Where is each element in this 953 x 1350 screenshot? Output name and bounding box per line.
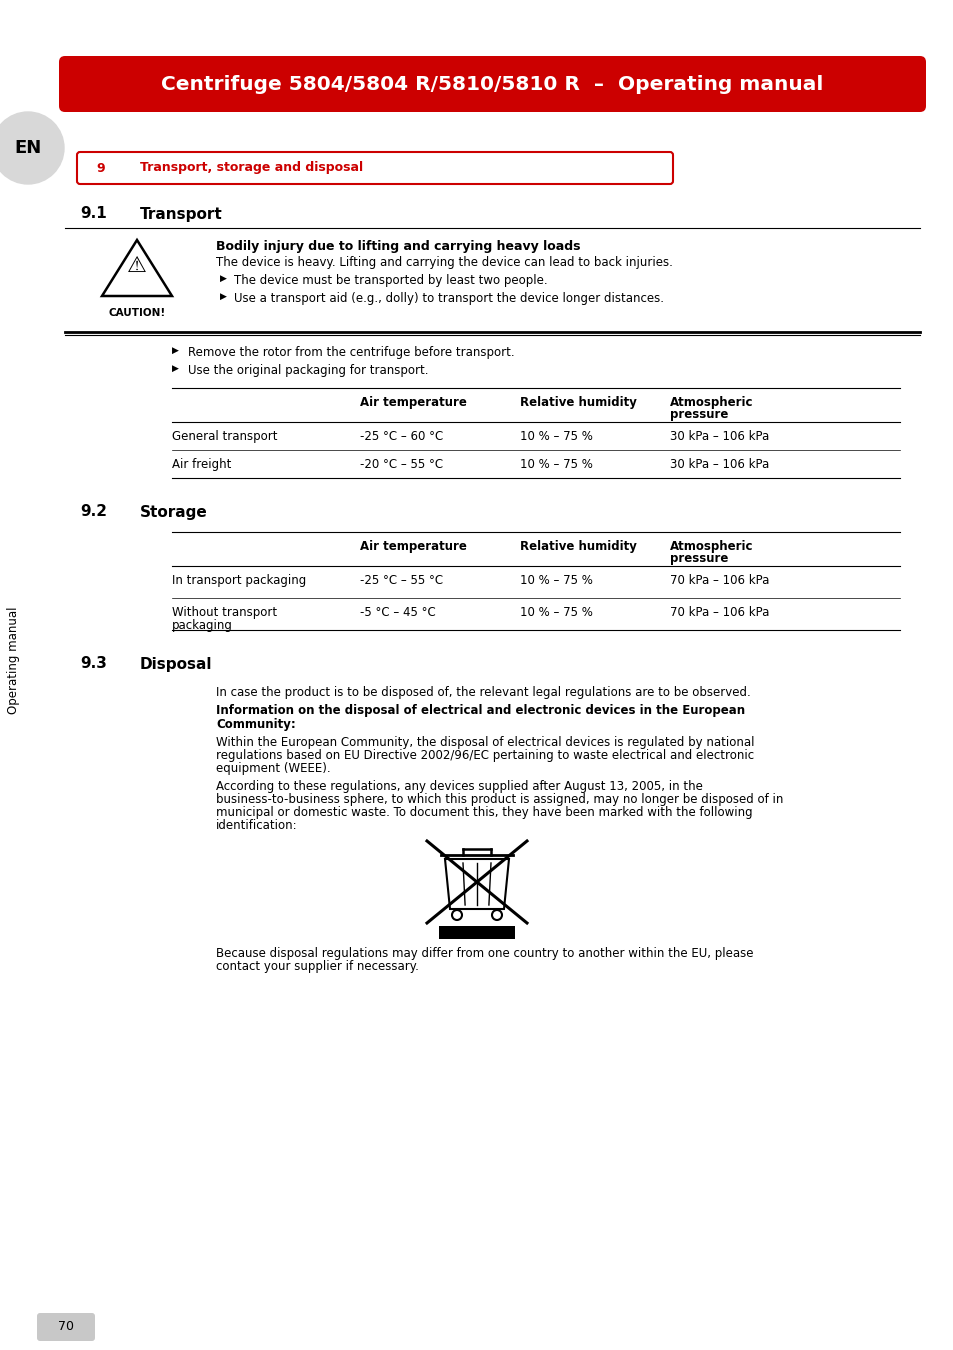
Text: According to these regulations, any devices supplied after August 13, 2005, in t: According to these regulations, any devi…	[215, 780, 702, 792]
Circle shape	[0, 112, 64, 184]
Text: identification:: identification:	[215, 819, 297, 832]
Bar	[438, 926, 515, 940]
Text: Relative humidity: Relative humidity	[519, 540, 637, 553]
Text: EN: EN	[14, 139, 42, 157]
Text: Air freight: Air freight	[172, 458, 232, 471]
Text: -25 °C – 55 °C: -25 °C – 55 °C	[359, 574, 442, 587]
Text: Transport: Transport	[140, 207, 222, 221]
Text: 70: 70	[58, 1320, 74, 1334]
Text: The device must be transported by least two people.: The device must be transported by least …	[233, 274, 547, 288]
Text: 30 kPa – 106 kPa: 30 kPa – 106 kPa	[669, 458, 768, 471]
Text: -5 °C – 45 °C: -5 °C – 45 °C	[359, 606, 436, 620]
Text: 10 % – 75 %: 10 % – 75 %	[519, 606, 592, 620]
Text: In transport packaging: In transport packaging	[172, 574, 306, 587]
Text: Disposal: Disposal	[140, 656, 213, 671]
Text: Information on the disposal of electrical and electronic devices in the European: Information on the disposal of electrica…	[215, 703, 744, 717]
Text: Bodily injury due to lifting and carrying heavy loads: Bodily injury due to lifting and carryin…	[215, 240, 579, 252]
Text: 10 % – 75 %: 10 % – 75 %	[519, 431, 592, 443]
Text: equipment (WEEE).: equipment (WEEE).	[215, 761, 331, 775]
Text: 9: 9	[96, 162, 105, 174]
Text: Atmospheric: Atmospheric	[669, 396, 753, 409]
Text: pressure: pressure	[669, 552, 727, 566]
Text: Without transport: Without transport	[172, 606, 276, 620]
Text: Because disposal regulations may differ from one country to another within the E: Because disposal regulations may differ …	[215, 946, 753, 960]
Text: 70 kPa – 106 kPa: 70 kPa – 106 kPa	[669, 574, 768, 587]
Text: Use the original packaging for transport.: Use the original packaging for transport…	[188, 364, 428, 377]
Text: contact your supplier if necessary.: contact your supplier if necessary.	[215, 960, 418, 973]
Text: ▶: ▶	[172, 346, 178, 355]
Text: business-to-business sphere, to which this product is assigned, may no longer be: business-to-business sphere, to which th…	[215, 792, 782, 806]
Text: Air temperature: Air temperature	[359, 396, 466, 409]
Text: Atmospheric: Atmospheric	[669, 540, 753, 553]
Text: 30 kPa – 106 kPa: 30 kPa – 106 kPa	[669, 431, 768, 443]
Text: General transport: General transport	[172, 431, 277, 443]
Text: -20 °C – 55 °C: -20 °C – 55 °C	[359, 458, 442, 471]
Text: Storage: Storage	[140, 505, 208, 520]
Text: Remove the rotor from the centrifuge before transport.: Remove the rotor from the centrifuge bef…	[188, 346, 514, 359]
Text: The device is heavy. Lifting and carrying the device can lead to back injuries.: The device is heavy. Lifting and carryin…	[215, 256, 672, 269]
Text: ▶: ▶	[220, 274, 227, 284]
Text: CAUTION!: CAUTION!	[109, 308, 166, 319]
Text: 10 % – 75 %: 10 % – 75 %	[519, 574, 592, 587]
Text: Centrifuge 5804/5804 R/5810/5810 R  –  Operating manual: Centrifuge 5804/5804 R/5810/5810 R – Ope…	[161, 74, 822, 93]
Text: ▶: ▶	[220, 292, 227, 301]
Text: pressure: pressure	[669, 408, 727, 421]
Text: -25 °C – 60 °C: -25 °C – 60 °C	[359, 431, 443, 443]
FancyBboxPatch shape	[77, 153, 672, 184]
Text: 9.3: 9.3	[80, 656, 107, 671]
Text: ▶: ▶	[172, 364, 178, 373]
Text: ⚠: ⚠	[127, 256, 147, 275]
Text: municipal or domestic waste. To document this, they have been marked with the fo: municipal or domestic waste. To document…	[215, 806, 752, 819]
Text: Relative humidity: Relative humidity	[519, 396, 637, 409]
Text: Within the European Community, the disposal of electrical devices is regulated b: Within the European Community, the dispo…	[215, 736, 754, 749]
Text: packaging: packaging	[172, 620, 233, 632]
Text: 10 % – 75 %: 10 % – 75 %	[519, 458, 592, 471]
Text: Operating manual: Operating manual	[8, 606, 20, 714]
Text: In case the product is to be disposed of, the relevant legal regulations are to : In case the product is to be disposed of…	[215, 686, 750, 699]
Text: Transport, storage and disposal: Transport, storage and disposal	[140, 162, 363, 174]
Text: regulations based on EU Directive 2002/96/EC pertaining to waste electrical and : regulations based on EU Directive 2002/9…	[215, 749, 753, 761]
Text: 9.1: 9.1	[80, 207, 107, 221]
Text: 70 kPa – 106 kPa: 70 kPa – 106 kPa	[669, 606, 768, 620]
FancyBboxPatch shape	[59, 55, 925, 112]
Text: Air temperature: Air temperature	[359, 540, 466, 553]
Text: Community:: Community:	[215, 718, 295, 730]
Text: 9.2: 9.2	[80, 505, 107, 520]
FancyBboxPatch shape	[37, 1314, 95, 1341]
Text: Use a transport aid (e.g., dolly) to transport the device longer distances.: Use a transport aid (e.g., dolly) to tra…	[233, 292, 663, 305]
